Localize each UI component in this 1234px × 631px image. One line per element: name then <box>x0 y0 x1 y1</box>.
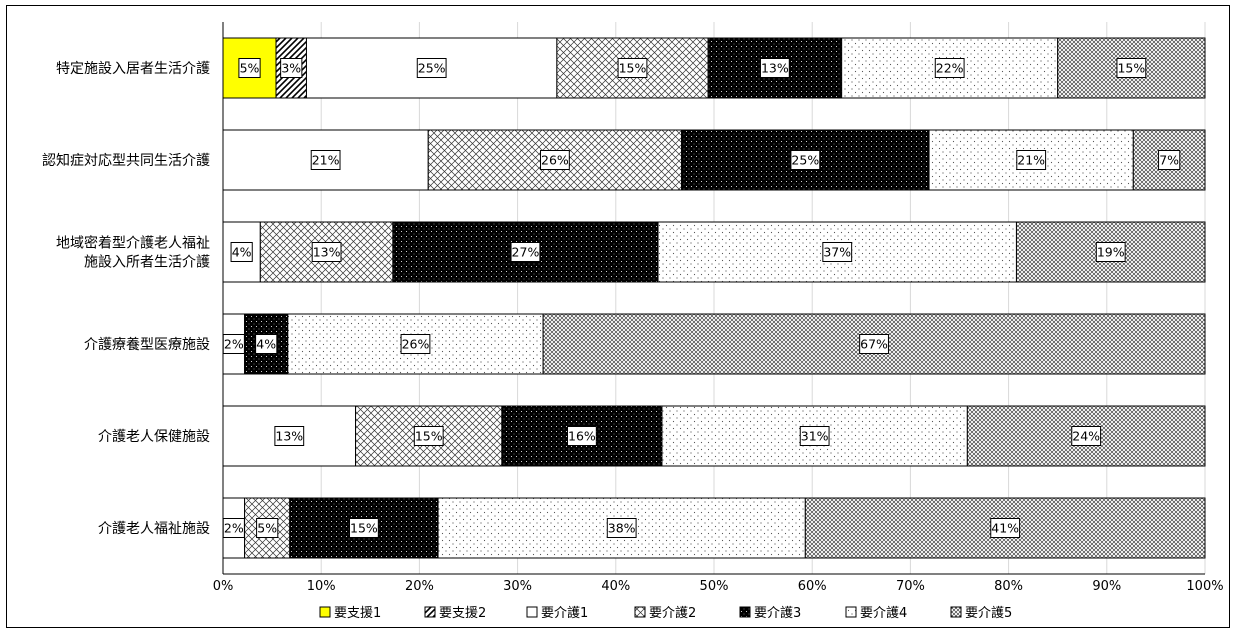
data-label: 5% <box>240 61 260 76</box>
data-label-box <box>1158 150 1181 170</box>
data-label-box <box>238 58 261 78</box>
data-label-box <box>310 150 341 170</box>
data-label: 67% <box>860 337 888 352</box>
data-label: 2% <box>224 337 244 352</box>
data-label: 7% <box>1159 153 1179 168</box>
legend-label: 要支援2 <box>439 606 486 621</box>
data-label-box <box>759 58 790 78</box>
x-tick-label: 70% <box>896 579 925 594</box>
x-tick-label: 20% <box>405 579 434 594</box>
data-label: 26% <box>402 337 430 352</box>
data-label: 25% <box>791 153 819 168</box>
legend-swatch <box>526 606 538 618</box>
data-label-box <box>255 334 278 354</box>
data-label-box <box>617 58 648 78</box>
data-label-box <box>400 334 431 354</box>
x-tick-label: 60% <box>798 579 827 594</box>
x-tick-label: 10% <box>307 579 336 594</box>
data-label: 5% <box>257 521 277 536</box>
legend-swatch <box>950 606 962 618</box>
data-label: 19% <box>1097 245 1125 260</box>
data-label-box <box>1016 150 1047 170</box>
data-label: 21% <box>312 153 340 168</box>
data-label-box <box>859 334 889 354</box>
data-label: 15% <box>350 521 378 536</box>
data-label-box <box>230 242 253 262</box>
data-label: 21% <box>1017 153 1045 168</box>
data-labels: 5% 3% 25% 15% 13% 22% 15% 21% 26% 25% 21% 7% 4% 13% 27… <box>222 58 1181 538</box>
legend: 要支援1 要支援2 要介護1 要介護2 要介護3 要介護4 要介護5 <box>319 605 1012 621</box>
data-label: 13% <box>275 429 303 444</box>
data-label: 2% <box>224 521 244 536</box>
data-label-box <box>540 150 570 170</box>
data-label: 13% <box>761 61 789 76</box>
data-label-box <box>510 242 541 262</box>
legend-swatch <box>739 606 751 618</box>
data-label: 15% <box>415 429 443 444</box>
data-label: 4% <box>256 337 276 352</box>
legend-label: 要介護2 <box>649 605 696 621</box>
data-label: 4% <box>232 245 252 260</box>
x-tick-label: 100% <box>1186 579 1223 594</box>
data-label-box <box>567 426 597 446</box>
x-tick-label: 50% <box>700 579 729 594</box>
data-label: 15% <box>1117 61 1145 76</box>
legend-label: 要介護5 <box>965 605 1012 621</box>
category-label: 介護老人福祉施設 <box>98 521 210 537</box>
category-label: 介護療養型医療施設 <box>84 336 210 353</box>
data-label-box <box>606 518 637 538</box>
data-label-box <box>1071 426 1102 446</box>
data-label: 3% <box>281 61 301 76</box>
data-label: 26% <box>541 153 569 168</box>
data-label-box <box>256 518 279 538</box>
category-label: 介護老人保健施設 <box>98 429 210 445</box>
x-tick-label: 80% <box>994 579 1023 594</box>
legend-swatch <box>634 606 646 618</box>
data-label-box <box>311 242 342 262</box>
x-tick-label: 90% <box>1092 579 1121 594</box>
data-label: 27% <box>512 245 540 260</box>
legend-swatch <box>424 606 436 618</box>
data-label-box <box>934 58 965 78</box>
data-label-box <box>790 150 821 170</box>
data-label-box <box>990 518 1021 538</box>
bar-segment <box>244 497 291 559</box>
x-tick-label: 30% <box>503 579 532 594</box>
data-label-box <box>416 58 447 78</box>
category-label: 認知症対応型共同生活介護 <box>42 152 210 169</box>
axes: 0% 10% 20% 30% 40% 50% 60% 70% 80% 90% 100% 特定施設入居者… <box>42 22 1224 594</box>
data-label: 41% <box>991 521 1019 536</box>
x-tick-label: 40% <box>601 579 630 594</box>
x-tick-label: 0% <box>213 579 234 594</box>
data-label-box <box>1116 58 1147 78</box>
data-label: 37% <box>823 245 851 260</box>
data-label: 16% <box>568 429 596 444</box>
data-label: 24% <box>1072 429 1100 444</box>
category-label: 地域密着型介護老人福祉施設入所者生活介護 <box>56 235 210 271</box>
data-label-box <box>1095 242 1126 262</box>
category-label: 特定施設入居者生活介護 <box>56 61 210 77</box>
legend-label: 要支援1 <box>334 606 381 621</box>
legend-label: 要介護4 <box>860 605 907 621</box>
data-label: 22% <box>936 61 964 76</box>
data-label: 13% <box>313 245 341 260</box>
legend-label: 要介護1 <box>541 605 588 621</box>
data-label-box <box>413 426 444 446</box>
data-label-box <box>822 242 853 262</box>
legend-label: 要介護3 <box>754 605 801 621</box>
legend-swatch <box>319 606 331 618</box>
legend-swatch <box>845 606 857 618</box>
data-label-box <box>349 518 379 538</box>
bar-segment <box>707 37 843 99</box>
data-label: 15% <box>619 61 647 76</box>
data-label-box <box>274 426 305 446</box>
data-label-box <box>799 426 830 446</box>
data-label: 38% <box>608 521 636 536</box>
data-label: 25% <box>418 61 446 76</box>
gridlines <box>222 22 1206 574</box>
data-label: 31% <box>801 429 829 444</box>
data-label-box <box>280 58 303 78</box>
